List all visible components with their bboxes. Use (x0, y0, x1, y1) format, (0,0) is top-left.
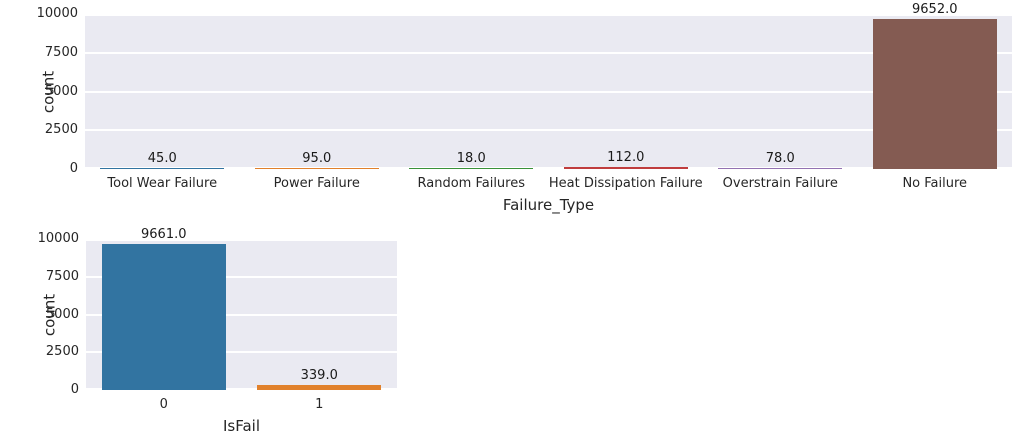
bar (872, 19, 997, 169)
y-tick-label: 0 (70, 382, 79, 397)
bar-value-label: 45.0 (147, 151, 177, 166)
x-tick-label: Overstrain Failure (722, 176, 838, 191)
y-tick-label: 10000 (37, 231, 79, 246)
bar-value-label: 112.0 (607, 150, 645, 166)
gridline (86, 351, 397, 354)
gridline (86, 239, 397, 241)
gridline (86, 313, 397, 316)
x-tick-label: No Failure (902, 176, 968, 191)
bar (254, 167, 379, 169)
bar (101, 244, 226, 390)
bar-value-label: 9661.0 (141, 227, 187, 243)
y-tick-label: 2500 (45, 344, 79, 360)
y-tick-label: 0 (69, 161, 78, 176)
x-tick-label: Heat Dissipation Failure (548, 176, 703, 191)
y-tick-label: 5000 (45, 306, 79, 322)
bar (563, 167, 688, 169)
gridline (85, 167, 1012, 169)
y-tick-label: 7500 (45, 268, 79, 284)
bar-value-label: 78.0 (765, 150, 795, 166)
bar (718, 167, 843, 169)
gridline (85, 51, 1012, 54)
bar-value-label: 18.0 (456, 151, 486, 166)
gridline (85, 90, 1012, 93)
x-tick-label: 0 (159, 397, 168, 412)
y-tick-label: 7500 (44, 44, 78, 60)
y-tick-label: 10000 (36, 6, 78, 21)
x-tick-label: Tool Wear Failure (107, 176, 218, 191)
x-tick-label: 1 (315, 397, 324, 412)
y-tick-label: 5000 (44, 83, 78, 99)
x-tick-label: Random Failures (417, 176, 526, 191)
bar (100, 168, 225, 169)
gridline (85, 14, 1012, 16)
bar (257, 384, 382, 390)
plot-area: 45.0 95.0 18.0 112.0 78.0 9652.0 (85, 2, 1012, 169)
gridline (86, 275, 397, 278)
bar-value-label: 339.0 (300, 367, 338, 383)
x-axis-label: IsFail (222, 417, 261, 435)
gridline (85, 129, 1012, 132)
bar-value-label: 9652.0 (912, 2, 958, 18)
bar (409, 168, 534, 169)
x-tick-label: Power Failure (273, 176, 360, 191)
bar-value-label: 95.0 (302, 150, 332, 166)
y-tick-label: 2500 (44, 122, 78, 138)
gridline (86, 388, 397, 390)
x-axis-label: Failure_Type (502, 196, 595, 214)
plot-area: 9661.0 339.0 (86, 227, 397, 390)
